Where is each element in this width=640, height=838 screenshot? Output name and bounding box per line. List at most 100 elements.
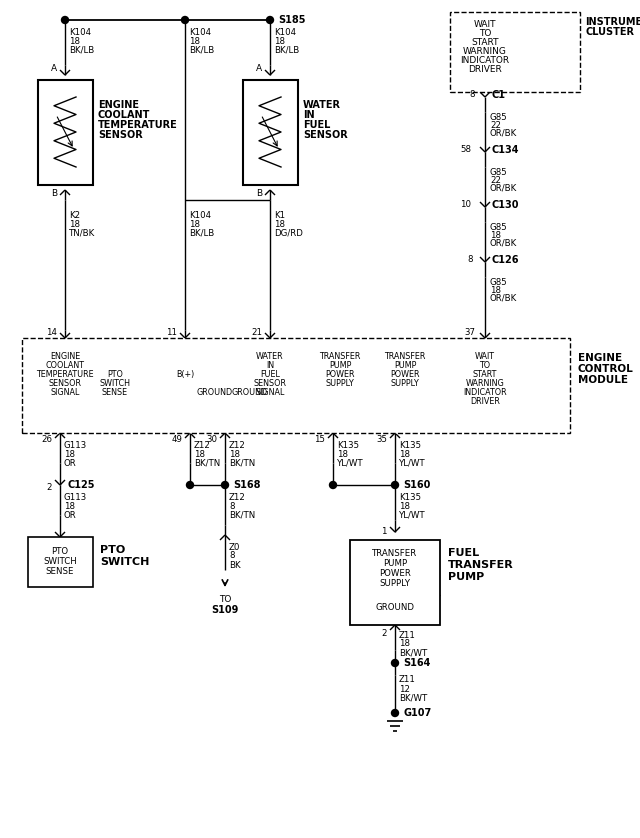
Text: SENSOR: SENSOR [253, 379, 287, 387]
Text: SUPPLY: SUPPLY [380, 578, 410, 587]
Text: WATER: WATER [256, 351, 284, 360]
Text: IN: IN [303, 110, 315, 120]
Text: 18: 18 [189, 37, 200, 45]
Text: INSTRUMENT: INSTRUMENT [585, 17, 640, 27]
Text: PUMP: PUMP [394, 360, 416, 370]
Text: K104: K104 [189, 28, 211, 37]
Text: POWER: POWER [379, 568, 411, 577]
Text: WARNING: WARNING [463, 46, 507, 55]
Text: PUMP: PUMP [383, 558, 407, 567]
Text: INDICATOR: INDICATOR [463, 387, 507, 396]
Text: 14: 14 [46, 328, 57, 337]
Text: START: START [473, 370, 497, 379]
Text: 18: 18 [399, 449, 410, 458]
Text: FUEL: FUEL [448, 548, 479, 558]
Text: C130: C130 [492, 200, 520, 210]
Text: 37: 37 [464, 328, 475, 337]
Text: OR/BK: OR/BK [490, 184, 517, 193]
Circle shape [392, 482, 399, 489]
Text: 35: 35 [376, 434, 387, 443]
Text: 1: 1 [381, 527, 387, 536]
Text: 18: 18 [64, 501, 75, 510]
Text: OR: OR [64, 458, 77, 468]
Text: C134: C134 [492, 145, 520, 155]
Text: 2: 2 [381, 628, 387, 638]
Circle shape [221, 482, 228, 489]
Text: S185: S185 [278, 15, 305, 25]
Text: SWITCH: SWITCH [100, 557, 149, 567]
Text: TO: TO [479, 360, 491, 370]
Text: ENGINE: ENGINE [50, 351, 80, 360]
Text: K135: K135 [399, 493, 421, 501]
Text: S168: S168 [233, 480, 260, 490]
Text: OR: OR [64, 510, 77, 520]
Text: BK/WT: BK/WT [399, 649, 428, 658]
Text: YL/WT: YL/WT [399, 458, 426, 468]
Text: G85: G85 [490, 168, 508, 177]
Text: Z11: Z11 [399, 675, 416, 685]
Text: A: A [51, 64, 57, 73]
Text: C1: C1 [492, 90, 506, 100]
Bar [22, 338, 570, 433]
Text: COOLANT: COOLANT [45, 360, 84, 370]
Text: DRIVER: DRIVER [470, 396, 500, 406]
Text: B: B [256, 189, 262, 198]
Text: BK/LB: BK/LB [69, 45, 94, 54]
Text: K104: K104 [69, 28, 91, 37]
Text: G113: G113 [64, 493, 87, 501]
Text: Z11: Z11 [399, 630, 416, 639]
Bar [243, 80, 298, 185]
Text: TRANSFER: TRANSFER [319, 351, 361, 360]
Text: WATER: WATER [303, 100, 341, 110]
Text: 18: 18 [337, 449, 348, 458]
Text: 18: 18 [69, 37, 80, 45]
Text: WARNING: WARNING [466, 379, 504, 387]
Text: SENSE: SENSE [45, 567, 74, 577]
Text: BK/TN: BK/TN [229, 458, 255, 468]
Text: BK/LB: BK/LB [189, 45, 214, 54]
Text: 30: 30 [206, 434, 217, 443]
Text: SENSOR: SENSOR [49, 379, 81, 387]
Text: SWITCH: SWITCH [43, 557, 77, 566]
Text: 21: 21 [251, 328, 262, 337]
Text: K104: K104 [189, 210, 211, 220]
Text: C125: C125 [67, 480, 95, 490]
Text: 2: 2 [47, 483, 52, 492]
Text: 18: 18 [64, 449, 75, 458]
Text: INDICATOR: INDICATOR [460, 55, 509, 65]
Bar [350, 540, 440, 625]
Text: 8: 8 [229, 501, 234, 510]
Text: 8: 8 [229, 551, 234, 561]
Text: PUMP: PUMP [329, 360, 351, 370]
Text: B(+): B(+) [176, 370, 194, 379]
Text: PTO: PTO [100, 545, 125, 555]
Text: 26: 26 [41, 434, 52, 443]
Text: S109: S109 [211, 605, 239, 615]
Text: PTO: PTO [51, 547, 68, 556]
Text: FUEL: FUEL [260, 370, 280, 379]
Text: SENSOR: SENSOR [98, 130, 143, 140]
Text: YL/WT: YL/WT [399, 510, 426, 520]
Text: 22: 22 [490, 121, 501, 130]
Bar [28, 537, 93, 587]
Text: 22: 22 [490, 175, 501, 184]
Text: 18: 18 [274, 220, 285, 229]
Text: 18: 18 [399, 639, 410, 649]
Text: WAIT: WAIT [475, 351, 495, 360]
Text: 15: 15 [314, 434, 325, 443]
Text: SENSE: SENSE [102, 387, 128, 396]
Text: 49: 49 [171, 434, 182, 443]
Text: CONTROL: CONTROL [578, 364, 634, 374]
Text: BK/LB: BK/LB [274, 45, 300, 54]
Text: C126: C126 [492, 255, 520, 265]
Circle shape [61, 17, 68, 23]
Text: TN/BK: TN/BK [69, 229, 95, 237]
Text: SUPPLY: SUPPLY [390, 379, 419, 387]
Text: 18: 18 [194, 449, 205, 458]
Text: IN: IN [266, 360, 274, 370]
Text: 12: 12 [399, 685, 410, 694]
Text: 8: 8 [470, 90, 475, 99]
Text: BK/LB: BK/LB [189, 229, 214, 237]
Text: TO: TO [219, 596, 231, 604]
Text: TEMPERATURE: TEMPERATURE [98, 120, 178, 130]
